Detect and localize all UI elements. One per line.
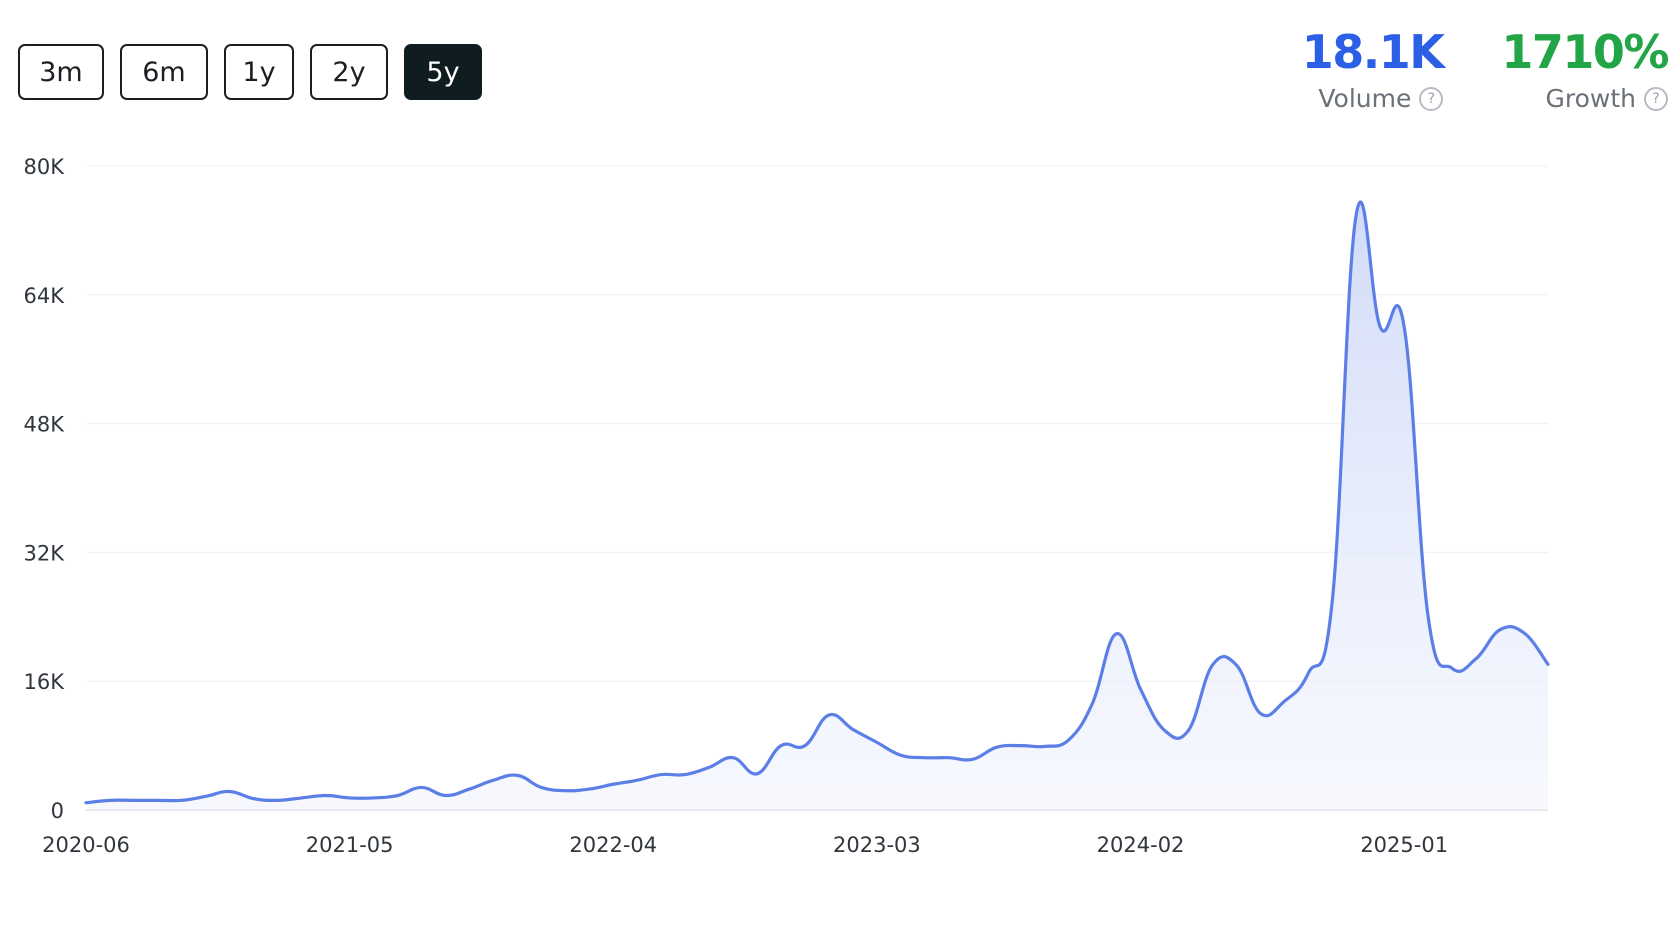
data-point[interactable]	[368, 792, 380, 804]
data-point[interactable]	[607, 778, 619, 790]
x-tick-label: 2023-03	[833, 833, 921, 857]
data-point[interactable]	[895, 749, 907, 761]
data-point[interactable]	[511, 769, 523, 781]
data-point[interactable]	[1254, 707, 1266, 719]
data-point[interactable]	[775, 740, 787, 752]
data-point[interactable]	[1542, 658, 1554, 670]
data-point[interactable]	[1278, 695, 1290, 707]
volume-label: Volume	[1318, 84, 1412, 113]
volume-value: 18.1K	[1301, 25, 1445, 79]
volume-label-row: Volume ?	[1318, 84, 1444, 113]
data-point[interactable]	[1446, 662, 1458, 674]
data-point[interactable]	[1422, 611, 1434, 623]
data-point[interactable]	[1087, 697, 1099, 709]
range-button-5y[interactable]: 5y	[404, 44, 482, 100]
data-point[interactable]	[344, 792, 356, 804]
range-button-1y[interactable]: 1y	[224, 44, 294, 100]
data-point[interactable]	[1398, 321, 1410, 333]
x-tick-label: 2020-06	[42, 833, 130, 857]
data-point[interactable]	[1039, 740, 1051, 752]
data-point[interactable]	[487, 774, 499, 786]
data-point[interactable]	[224, 785, 236, 797]
data-point[interactable]	[919, 752, 931, 764]
data-point[interactable]	[799, 740, 811, 752]
data-point[interactable]	[463, 783, 475, 795]
data-point[interactable]	[1182, 724, 1194, 736]
y-tick-label: 80K	[24, 155, 66, 179]
y-tick-label: 64K	[24, 284, 66, 308]
data-point[interactable]	[1494, 624, 1506, 636]
range-button-6m[interactable]: 6m	[120, 44, 208, 100]
data-point[interactable]	[1015, 740, 1027, 752]
data-point[interactable]	[1135, 683, 1147, 695]
data-point[interactable]	[535, 781, 547, 793]
volume-help-icon[interactable]: ?	[1419, 86, 1444, 111]
data-point[interactable]	[1350, 208, 1362, 220]
data-point[interactable]	[1302, 667, 1314, 679]
x-tick-label: 2022-04	[569, 833, 657, 857]
x-tick-label: 2021-05	[306, 833, 394, 857]
x-tick-label: 2025-01	[1360, 833, 1448, 857]
data-point[interactable]	[1159, 724, 1171, 736]
data-point[interactable]	[80, 797, 92, 809]
data-point[interactable]	[583, 783, 595, 795]
data-point[interactable]	[128, 794, 140, 806]
data-point[interactable]	[1326, 595, 1338, 607]
data-point[interactable]	[272, 794, 284, 806]
data-point[interactable]	[679, 769, 691, 781]
y-tick-label: 16K	[24, 670, 66, 694]
data-point[interactable]	[727, 752, 739, 764]
y-axis-labels: 0 16K 32K 48K 64K 80K	[24, 155, 66, 823]
data-point[interactable]	[320, 790, 332, 802]
data-point[interactable]	[823, 709, 835, 721]
stats-panel: 18.1K Volume ? 1710% Growth ?	[1301, 25, 1670, 113]
data-point[interactable]	[176, 794, 188, 806]
data-point[interactable]	[248, 793, 260, 805]
range-button-3m[interactable]: 3m	[18, 44, 104, 100]
trend-line[interactable]	[84, 200, 1550, 805]
data-point[interactable]	[1470, 653, 1482, 665]
data-point[interactable]	[392, 790, 404, 802]
range-button-2y[interactable]: 2y	[310, 44, 388, 100]
data-point[interactable]	[416, 781, 428, 793]
growth-label: Growth	[1545, 84, 1637, 113]
data-point[interactable]	[1111, 628, 1123, 640]
volume-stat: 18.1K Volume ?	[1301, 25, 1445, 113]
data-point[interactable]	[440, 790, 452, 802]
growth-stat: 1710% Growth ?	[1501, 25, 1669, 113]
data-point[interactable]	[1374, 321, 1386, 333]
data-point[interactable]	[1063, 734, 1075, 746]
data-point[interactable]	[200, 790, 212, 802]
trend-area	[86, 202, 1548, 811]
data-point[interactable]	[104, 794, 116, 806]
data-point[interactable]	[1230, 659, 1242, 671]
data-point[interactable]	[631, 774, 643, 786]
growth-value: 1710%	[1501, 25, 1669, 79]
y-tick-label: 32K	[24, 541, 66, 565]
y-tick-label: 0	[51, 799, 64, 823]
data-point[interactable]	[296, 792, 308, 804]
data-point[interactable]	[559, 785, 571, 797]
data-point[interactable]	[967, 753, 979, 765]
x-tick-label: 2024-02	[1097, 833, 1185, 857]
time-range-selector: 3m 6m 1y 2y 5y	[18, 44, 498, 100]
data-point[interactable]	[847, 724, 859, 736]
data-point[interactable]	[871, 736, 883, 748]
data-point[interactable]	[991, 741, 1003, 753]
x-axis-labels: 2020-06 2021-05 2022-04 2023-03 2024-02 2025-…	[42, 833, 1448, 857]
data-point[interactable]	[1206, 659, 1218, 671]
data-point[interactable]	[943, 752, 955, 764]
data-point[interactable]	[703, 761, 715, 773]
data-point[interactable]	[152, 794, 164, 806]
y-tick-label: 48K	[24, 413, 66, 437]
data-point[interactable]	[1518, 627, 1530, 639]
data-point[interactable]	[751, 768, 763, 780]
growth-help-icon[interactable]: ?	[1644, 86, 1668, 111]
data-point[interactable]	[655, 769, 667, 781]
growth-label-row: Growth ?	[1545, 84, 1668, 113]
